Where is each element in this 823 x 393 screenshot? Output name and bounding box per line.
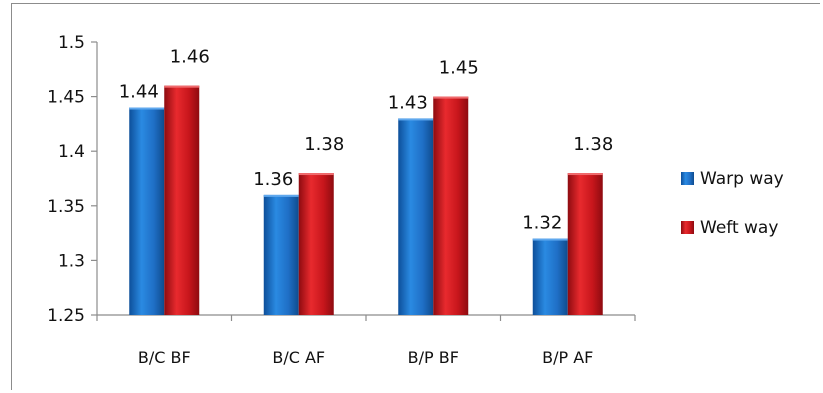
legend: Warp way Weft way [681,169,784,238]
data-label: 1.45 [439,58,479,79]
bar-warp-way [532,238,568,315]
x-tick-label: B/C AF [272,348,325,367]
x-tick-label: B/P AF [542,348,593,367]
legend-label: Warp way [700,169,784,189]
bars: 1.44 1.46 1.36 1.38 1.43 1.45 1.32 1.38 [119,47,613,316]
data-label: 1.32 [522,213,562,234]
legend-swatch [681,221,694,234]
chart-frame [11,3,820,390]
y-axis: 1.25 1.3 1.35 1.4 1.45 1.5 [47,33,98,326]
x-axis: B/C BF B/C AF B/P BF B/P AF [96,314,636,367]
data-label: 1.43 [388,92,428,113]
bar-warp-way [398,118,434,315]
y-tick-label: 1.3 [58,251,85,271]
bar-top-highlight [298,173,334,176]
legend-item: Warp way [681,169,784,189]
y-tick-label: 1.4 [58,142,85,162]
x-tick-label: B/C BF [138,348,191,367]
bar-weft-way [433,96,469,315]
x-tick-label: B/P BF [408,348,459,367]
y-tick-label: 1.5 [58,33,85,53]
bar-top-highlight [567,173,603,176]
data-label: 1.44 [119,82,159,103]
bar-weft-way [164,85,200,316]
bar-top-highlight [263,194,299,197]
bar-top-highlight [398,118,434,121]
y-tick-label: 1.45 [47,88,85,108]
bar-top-highlight [164,85,200,88]
bar-top-highlight [532,238,568,241]
bar-top-highlight [433,96,469,99]
bar-top-highlight [129,107,165,110]
data-label: 1.38 [304,134,344,155]
data-label: 1.46 [170,47,210,68]
y-tick-label: 1.25 [47,306,85,326]
bar-warp-way [263,194,299,315]
bar-warp-way [129,107,165,316]
bar-weft-way [567,173,603,315]
legend-label: Weft way [700,218,778,238]
bar-weft-way [298,173,334,315]
legend-swatch [681,172,694,185]
y-tick-label: 1.35 [47,197,85,217]
data-label: 1.36 [253,169,293,190]
legend-item: Weft way [681,218,778,238]
data-label: 1.38 [573,134,613,155]
